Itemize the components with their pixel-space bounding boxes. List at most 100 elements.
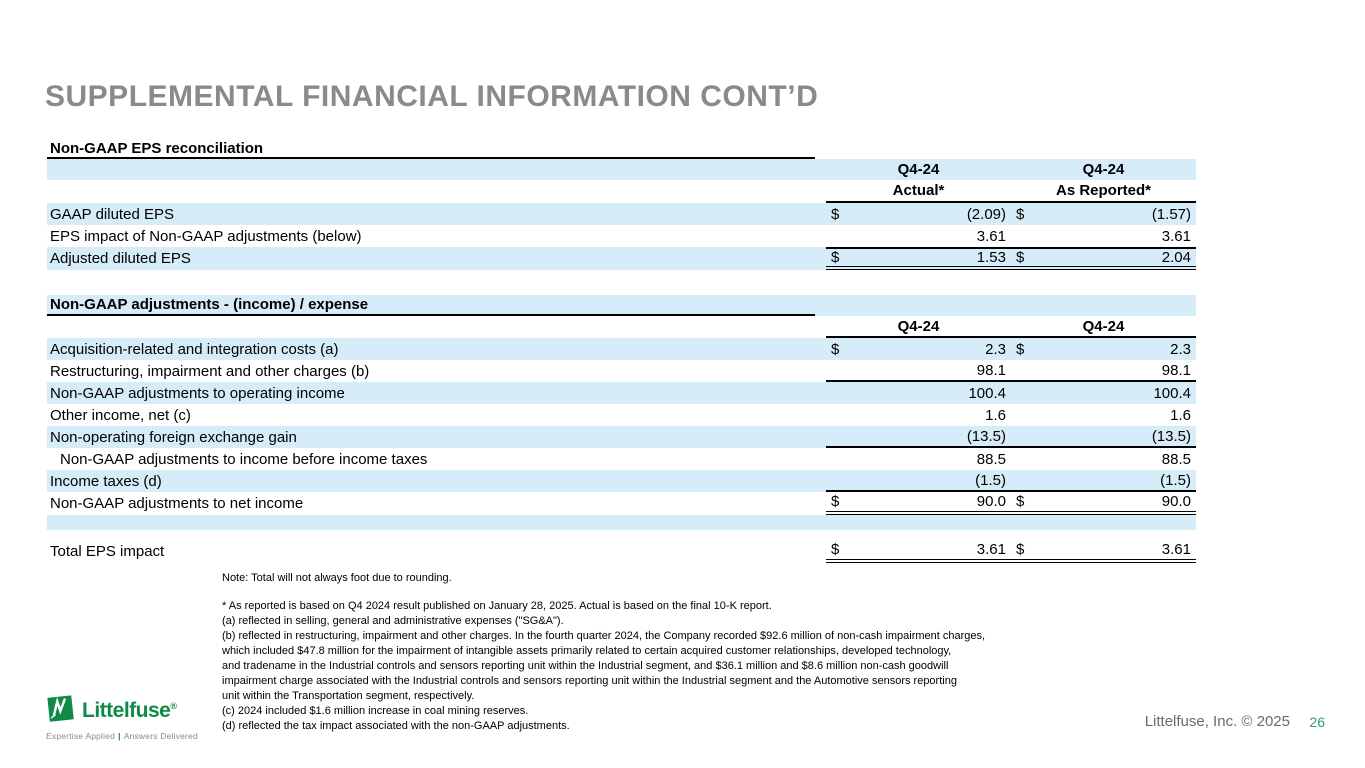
currency-symbol: $ (831, 205, 840, 223)
period-header: Q4-24 (1082, 317, 1125, 335)
table-row-income-before-taxes-adjustments: Non-GAAP adjustments to income before in… (47, 448, 1196, 470)
table-row-gaap-diluted-eps: GAAP diluted EPS $ (2.09) $ (1.57) (47, 203, 1196, 225)
footnotes: * As reported is based on Q4 2024 result… (222, 599, 1122, 734)
period-header: Q4-24 (897, 317, 940, 335)
footnote-line: which included $47.8 million for the imp… (222, 645, 952, 657)
period-header: Q4-24 (897, 161, 940, 178)
cell-value: 3.61 (976, 227, 1006, 245)
cell-value: 100.4 (1153, 384, 1191, 402)
blank-highlight-row (47, 515, 1196, 530)
cell-value: (2.09) (966, 205, 1006, 223)
eps-column-label-row: Actual* As Reported* (47, 180, 1196, 203)
row-label: EPS impact of Non-GAAP adjustments (belo… (50, 227, 362, 245)
row-label: Restructuring, impairment and other char… (50, 362, 370, 380)
cell-value: (1.5) (975, 471, 1006, 489)
cell-value: 88.5 (1161, 450, 1191, 468)
blank-row (47, 530, 1196, 539)
row-label: GAAP diluted EPS (50, 205, 174, 223)
column-header: Actual* (892, 182, 945, 199)
currency-symbol: $ (831, 493, 840, 510)
table-row-fx-gain: Non-operating foreign exchange gain (13.… (47, 426, 1196, 448)
empty-cell (47, 180, 826, 203)
row-label: Acquisition-related and integration cost… (50, 340, 339, 358)
currency-symbol: $ (1016, 249, 1025, 266)
adjustments-table-heading-row: Non-GAAP adjustments - (income) / expens… (47, 295, 1196, 316)
cell-value: (1.5) (1160, 471, 1191, 489)
table-gap (47, 270, 1196, 295)
cell-value: 2.3 (985, 340, 1006, 358)
currency-symbol: $ (1016, 340, 1025, 358)
table-row-total-eps-impact: Total EPS impact $3.61 $3.61 (47, 539, 1196, 563)
footnote-line: and tradename in the Industrial controls… (222, 660, 949, 672)
table-row-restructuring: Restructuring, impairment and other char… (47, 360, 1196, 382)
table-row-operating-income-adjustments: Non-GAAP adjustments to operating income… (47, 382, 1196, 404)
footnote-line: unit within the Transportation segment, … (222, 690, 475, 702)
cell-value: 98.1 (1161, 361, 1191, 379)
table-row-other-income: Other income, net (c) 1.6 1.6 (47, 404, 1196, 426)
footnote-line: (d) reflected the tax impact associated … (222, 720, 570, 732)
financial-tables: Non-GAAP EPS reconciliation Q4-24 Q4-24 … (47, 139, 1196, 563)
row-label: Non-GAAP adjustments to net income (50, 495, 304, 512)
cell-value: (1.57) (1151, 205, 1191, 223)
cell-value: 1.6 (1170, 406, 1191, 424)
row-label: Total EPS impact (50, 542, 165, 560)
column-header: As Reported* (1055, 182, 1152, 199)
cell-value: 2.3 (1170, 340, 1191, 358)
period-header: Q4-24 (1082, 161, 1125, 178)
cell-value: 88.5 (976, 450, 1006, 468)
cell-value: 3.61 (1161, 540, 1191, 558)
currency-symbol: $ (1016, 205, 1025, 223)
adjustments-heading-spacer (826, 295, 1196, 316)
cell-value: 3.61 (976, 540, 1006, 558)
cell-value: 90.0 (1161, 493, 1191, 510)
cell-value: 100.4 (968, 384, 1006, 402)
row-label: Non-GAAP adjustments to operating income (50, 384, 345, 402)
table-row-eps-impact: EPS impact of Non-GAAP adjustments (belo… (47, 225, 1196, 247)
table-row-net-income-adjustments: Non-GAAP adjustments to net income $90.0… (47, 492, 1196, 515)
cell-value: 2.04 (1161, 249, 1191, 266)
eps-heading-spacer (826, 139, 1196, 159)
logo-wordmark: Littelfuse® (82, 698, 177, 722)
currency-symbol: $ (1016, 540, 1025, 558)
table-row-income-taxes: Income taxes (d) (1.5) (1.5) (47, 470, 1196, 492)
row-label: Income taxes (d) (50, 472, 162, 490)
cell-value: 98.1 (976, 361, 1006, 379)
cell-value: 1.6 (985, 406, 1006, 424)
currency-symbol: $ (1016, 493, 1025, 510)
table-row-adjusted-diluted-eps: Adjusted diluted EPS $1.53 $2.04 (47, 247, 1196, 270)
rounding-note: Note: Total will not always foot due to … (222, 572, 452, 584)
row-label: Non-operating foreign exchange gain (50, 428, 297, 446)
row-label: Other income, net (c) (50, 406, 191, 424)
cell-value: 1.53 (976, 249, 1006, 266)
eps-period-header-row: Q4-24 Q4-24 (47, 159, 1196, 180)
currency-symbol: $ (831, 540, 840, 558)
page-number: 26 (1309, 714, 1325, 730)
copyright-text: Littelfuse, Inc. © 2025 (1144, 713, 1290, 730)
footnote-line: (c) 2024 included $1.6 million increase … (222, 705, 529, 717)
logo-tagline: Expertise Applied | Answers Delivered (46, 731, 198, 741)
empty-cell (47, 316, 826, 338)
adjustments-period-header-row: Q4-24 Q4-24 (47, 316, 1196, 338)
currency-symbol: $ (831, 249, 840, 266)
eps-table-heading: Non-GAAP EPS reconciliation (47, 139, 815, 159)
adjustments-table-heading: Non-GAAP adjustments - (income) / expens… (47, 295, 815, 316)
cell-value: 3.61 (1161, 227, 1191, 245)
empty-cell (47, 159, 826, 180)
currency-symbol: $ (831, 340, 840, 358)
page-title: SUPPLEMENTAL FINANCIAL INFORMATION CONT’… (45, 80, 819, 113)
footnote-line: * As reported is based on Q4 2024 result… (222, 600, 772, 612)
cell-value: (13.5) (1151, 427, 1191, 445)
footnote-line: (b) reflected in restructuring, impairme… (222, 630, 986, 642)
footnote-line: impairment charge associated with the In… (222, 675, 957, 687)
table-row-acquisition-costs: Acquisition-related and integration cost… (47, 338, 1196, 360)
cell-value: 90.0 (976, 493, 1006, 510)
eps-table-heading-row: Non-GAAP EPS reconciliation (47, 139, 1196, 159)
littelfuse-logo: Littelfuse® Expertise Applied | Answers De… (46, 693, 198, 741)
registered-mark: ® (170, 700, 177, 711)
cell-value: (13.5) (966, 427, 1006, 445)
row-label: Non-GAAP adjustments to income before in… (60, 450, 428, 468)
row-label: Adjusted diluted EPS (50, 250, 191, 267)
tagline-divider: | (118, 731, 121, 741)
footnote-line: (a) reflected in selling, general and ad… (222, 615, 564, 627)
